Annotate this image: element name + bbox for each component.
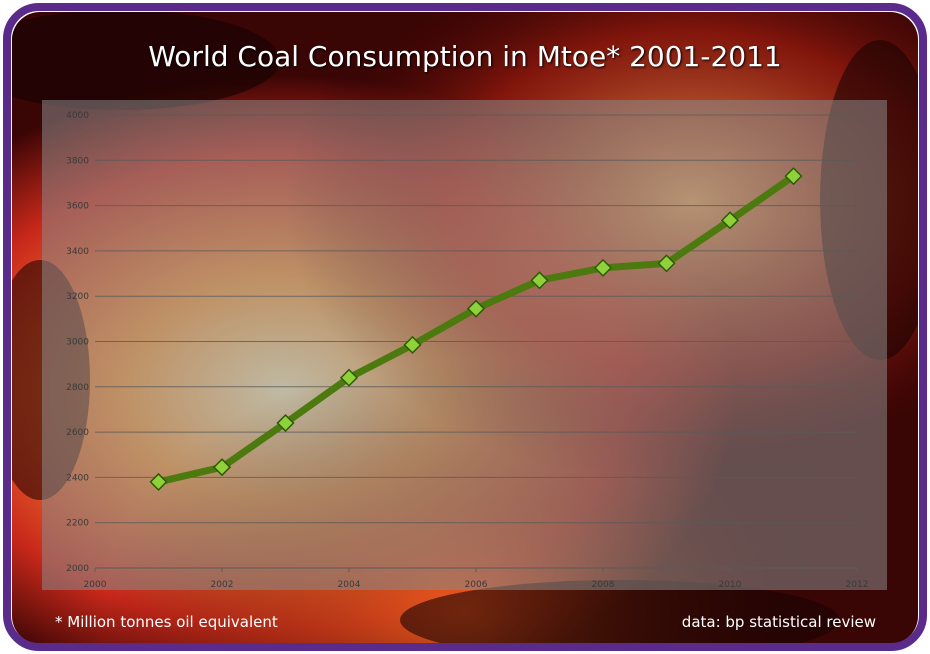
y-tick-label: 4000 (66, 111, 89, 121)
data-point (212, 458, 232, 477)
y-tick-label: 3400 (66, 247, 89, 257)
y-tick-label: 2600 (66, 428, 89, 438)
y-tick-label: 3200 (66, 292, 89, 302)
data-point (784, 167, 803, 186)
x-tick-label: 2006 (465, 580, 488, 590)
data-point (403, 335, 422, 354)
x-tick-label: 2004 (338, 580, 361, 590)
x-tick-label: 2008 (592, 580, 615, 590)
data-point (657, 254, 676, 273)
x-tick-label: 2012 (846, 580, 869, 590)
y-tick-label: 3800 (66, 156, 89, 166)
chart-title: World Coal Consumption in Mtoe* 2001-201… (148, 40, 781, 73)
source-note: data: bp statistical review (682, 613, 876, 631)
data-point (339, 368, 359, 387)
y-tick-label: 2400 (66, 473, 89, 483)
data-point (149, 472, 168, 491)
y-tick-label: 2000 (66, 564, 89, 574)
data-point (466, 299, 486, 318)
x-tick-label: 2002 (211, 580, 234, 590)
frame-border (3, 3, 927, 651)
x-tick-label: 2010 (719, 580, 742, 590)
y-tick-label: 2800 (66, 383, 89, 393)
x-tick-label: 2000 (84, 580, 107, 590)
data-point (593, 258, 613, 277)
data-point (720, 211, 740, 230)
footnote: * Million tonnes oil equivalent (55, 613, 278, 631)
plot-area (42, 100, 887, 590)
data-point (276, 413, 295, 433)
data-point (530, 271, 549, 290)
y-tick-label: 2200 (66, 519, 89, 529)
y-tick-label: 3000 (66, 338, 89, 348)
y-tick-label: 3600 (66, 202, 89, 212)
